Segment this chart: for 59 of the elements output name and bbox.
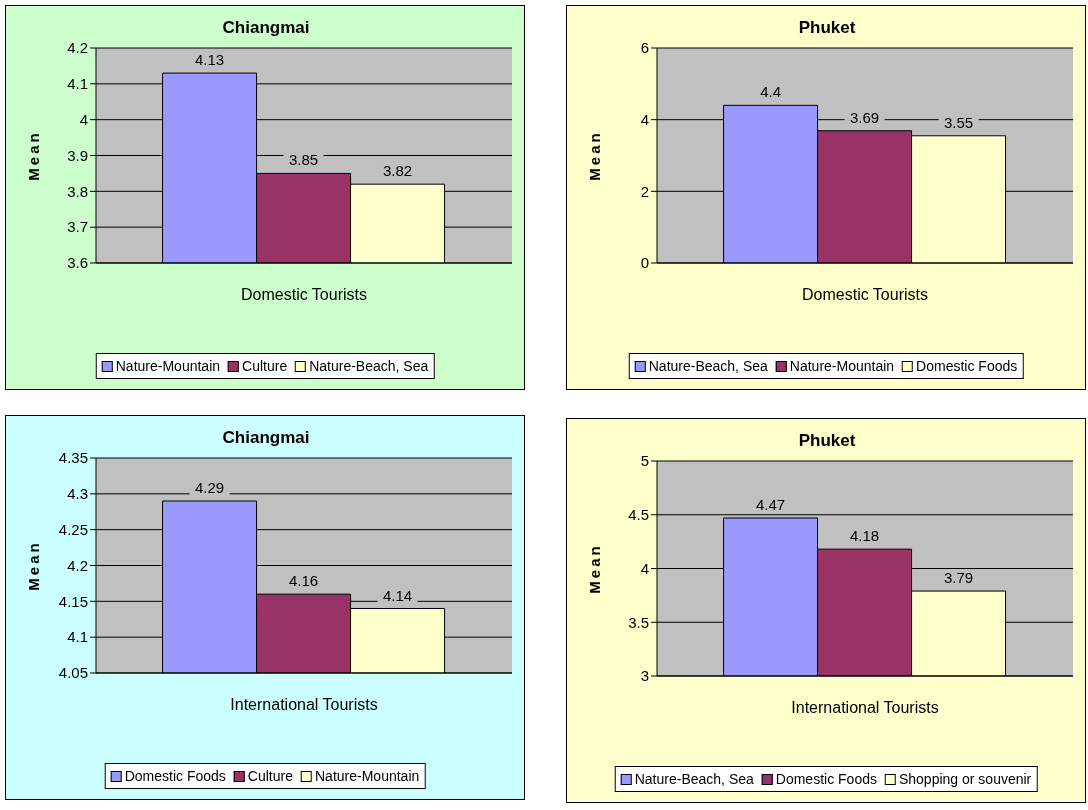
legend-label: Nature-Beach, Sea <box>648 358 768 374</box>
y-tick-label: 4.15 <box>58 592 88 610</box>
data-label: 3.82 <box>382 162 413 180</box>
legend-label: Shopping or souvenir <box>898 771 1032 787</box>
x-tick-label: International Tourists <box>791 699 939 717</box>
y-tick-label: 4.35 <box>58 449 88 467</box>
y-tick-label: 5 <box>640 452 649 470</box>
legend-label: Nature-Mountain <box>315 768 420 784</box>
x-tick-label: International Tourists <box>230 696 378 714</box>
y-tick-label: 4.1 <box>67 75 88 93</box>
data-label: 4.4 <box>760 83 781 101</box>
legend-label: Domestic Foods <box>124 768 226 784</box>
legend-label: Nature-Beach, Sea <box>634 771 754 787</box>
y-tick-label: 3.6 <box>67 254 88 272</box>
legend-label: Nature-Mountain <box>789 358 895 374</box>
y-tick-label: 0 <box>640 254 649 272</box>
data-label: 4.16 <box>288 572 319 590</box>
y-tick-label: 3.9 <box>67 146 88 164</box>
y-tick-label: 4.5 <box>628 506 649 524</box>
y-tick-label: 4.3 <box>67 485 88 503</box>
y-tick-label: 3 <box>640 667 649 685</box>
y-axis-title: Mean <box>25 130 43 181</box>
y-tick-label: 4.05 <box>58 664 88 682</box>
legend-label: Culture <box>247 768 294 784</box>
data-label: 3.55 <box>943 113 974 131</box>
y-tick-label: 4.2 <box>67 556 88 574</box>
data-label: 4.13 <box>194 51 225 69</box>
y-tick-label: 4 <box>640 559 649 577</box>
data-label: 4.18 <box>849 527 880 545</box>
y-axis-title: Mean <box>586 543 604 594</box>
x-tick-label: Domestic Tourists <box>802 286 928 304</box>
data-label: 3.69 <box>849 108 880 126</box>
x-tick-label: Domestic Tourists <box>241 286 367 304</box>
chart-title: Chiangmai <box>221 428 311 448</box>
y-tick-label: 3.8 <box>67 182 88 200</box>
y-tick-label: 4.1 <box>67 628 88 646</box>
chart-title: Phuket <box>797 431 857 451</box>
y-tick-label: 4.2 <box>67 39 88 57</box>
chart-title: Phuket <box>797 18 857 38</box>
y-tick-label: 4.25 <box>58 520 88 538</box>
data-label: 3.85 <box>288 151 319 169</box>
legend-label: Culture <box>242 358 288 374</box>
legend-label: Domestic Foods <box>916 358 1018 374</box>
legend-label: Domestic Foods <box>775 771 877 787</box>
data-label: 3.79 <box>943 569 974 587</box>
chart-title: Chiangmai <box>221 18 311 38</box>
y-axis-title: Mean <box>25 540 43 591</box>
y-axis-title: Mean <box>586 130 604 181</box>
y-tick-label: 4 <box>640 110 649 128</box>
y-tick-label: 4 <box>79 110 88 128</box>
data-label: 4.29 <box>194 479 225 496</box>
data-label: 4.47 <box>755 495 786 513</box>
legend-label: Nature-Mountain <box>115 358 221 374</box>
y-tick-label: 3.5 <box>628 613 649 631</box>
y-tick-label: 2 <box>640 182 649 200</box>
y-tick-label: 6 <box>640 39 649 57</box>
legend-label: Nature-Beach, Sea <box>309 358 429 374</box>
y-tick-label: 3.7 <box>67 218 88 236</box>
data-label: 4.14 <box>382 586 413 604</box>
